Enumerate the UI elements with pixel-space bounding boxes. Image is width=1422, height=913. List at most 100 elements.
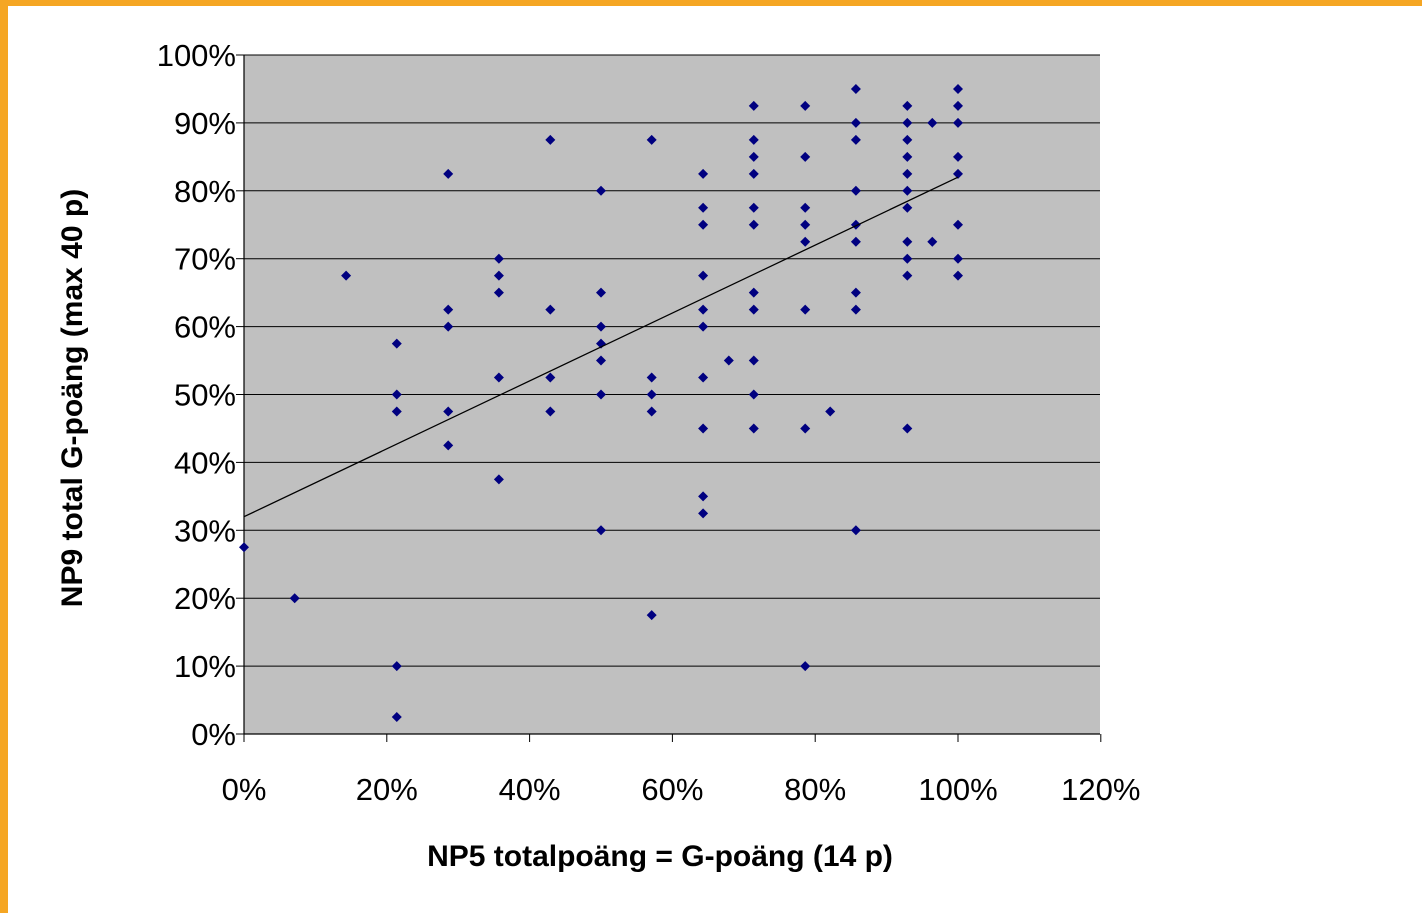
data-point (953, 117, 963, 128)
data-point (927, 117, 938, 128)
data-point (698, 321, 709, 332)
data-point (493, 287, 504, 298)
trendline (243, 176, 959, 518)
x-tick-label: 20% (356, 772, 418, 807)
data-point (493, 270, 504, 281)
data-point (545, 304, 556, 315)
data-point (902, 117, 913, 128)
data-point (953, 253, 963, 264)
data-point (850, 525, 861, 536)
y-tick-label: 20% (174, 581, 236, 616)
y-tick-label: 100% (157, 38, 236, 73)
data-point (646, 372, 657, 383)
data-point (953, 270, 963, 281)
data-point (800, 423, 811, 434)
data-point (545, 372, 556, 383)
y-axis-tick-labels: 0% 10% 20% 30% 40% 50% 60% 70% 80% 90% 100% (157, 38, 236, 752)
data-point (596, 185, 606, 196)
data-point (850, 117, 861, 128)
data-point (800, 151, 811, 162)
y-tick-label: 50% (174, 378, 236, 413)
data-point (800, 236, 811, 247)
data-point (341, 270, 352, 281)
data-point (391, 406, 402, 417)
data-point (748, 134, 759, 145)
data-point (850, 304, 861, 315)
x-tick-label: 80% (784, 772, 846, 807)
data-point (391, 389, 402, 400)
frame-left-border (0, 0, 8, 913)
data-point (646, 406, 657, 417)
data-point (391, 338, 402, 349)
data-point (902, 270, 913, 281)
x-tick-label: 0% (222, 772, 267, 807)
data-point (698, 372, 709, 383)
data-point (902, 100, 913, 111)
y-tick-label: 30% (174, 513, 236, 548)
data-point (443, 440, 454, 451)
x-tick-label: 120% (1061, 772, 1140, 807)
data-point (289, 593, 300, 604)
data-point (698, 270, 709, 281)
data-point (902, 236, 913, 247)
y-tick-label: 80% (174, 174, 236, 209)
data-point (748, 168, 759, 179)
x-tick-label: 40% (499, 772, 561, 807)
x-axis-tick-labels: 0% 20% 40% 60% 80% 100% 120% (222, 772, 1141, 807)
data-point (850, 236, 861, 247)
data-point (545, 406, 556, 417)
data-point (800, 219, 811, 230)
data-point (443, 321, 454, 332)
frame-top-border (0, 0, 1422, 6)
data-point (953, 83, 963, 94)
data-point (596, 525, 606, 536)
data-point (391, 712, 402, 723)
data-point (748, 151, 759, 162)
data-point (748, 202, 759, 213)
data-point (902, 168, 913, 179)
data-point (850, 287, 861, 298)
data-point (825, 406, 836, 417)
data-point (902, 151, 913, 162)
data-point (443, 406, 454, 417)
data-point (698, 168, 709, 179)
axes (236, 54, 1102, 742)
data-points (239, 83, 963, 723)
data-point (748, 355, 759, 366)
data-point (646, 610, 657, 621)
data-point (493, 372, 504, 383)
data-point (698, 202, 709, 213)
x-tick-label: 100% (918, 772, 997, 807)
data-point (850, 134, 861, 145)
x-tick-label: 60% (641, 772, 703, 807)
data-point (748, 100, 759, 111)
data-point (800, 202, 811, 213)
data-point (545, 134, 556, 145)
data-point (902, 134, 913, 145)
x-axis-title: NP5 totalpoäng = G-poäng (14 p) (427, 840, 893, 873)
data-point (953, 219, 963, 230)
data-point (698, 219, 709, 230)
y-tick-label: 40% (174, 445, 236, 480)
y-tick-label: 0% (191, 717, 236, 752)
data-point (443, 304, 454, 315)
y-tick-label: 90% (174, 106, 236, 141)
y-axis-title: NP9 total G-poäng (max 40 p) (56, 189, 89, 607)
data-point (646, 389, 657, 400)
data-point (953, 151, 963, 162)
data-point (953, 100, 963, 111)
data-point (596, 389, 606, 400)
data-point (443, 168, 454, 179)
data-point (850, 185, 861, 196)
y-tick-label: 70% (174, 242, 236, 277)
data-point (698, 423, 709, 434)
data-point (953, 168, 963, 179)
data-point (902, 185, 913, 196)
y-tick-label: 60% (174, 310, 236, 345)
data-point (493, 253, 504, 264)
data-point (902, 202, 913, 213)
data-point (646, 134, 657, 145)
data-point (596, 287, 606, 298)
